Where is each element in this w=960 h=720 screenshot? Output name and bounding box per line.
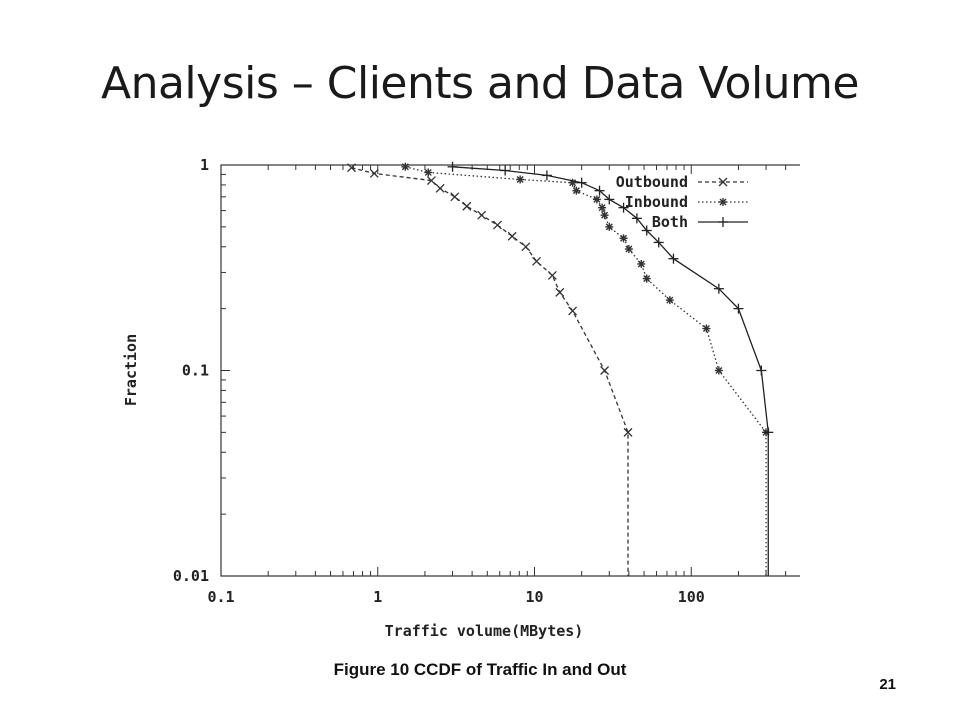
data-point-both	[763, 427, 774, 438]
y-tick-label: 0.01	[173, 567, 209, 585]
data-point-outbound	[600, 366, 610, 375]
legend-marker-outbound	[718, 177, 728, 187]
data-point-outbound	[369, 168, 379, 178]
data-point-both	[594, 185, 605, 196]
data-point-inbound	[642, 274, 651, 283]
data-point-inbound	[516, 175, 525, 184]
data-point-inbound	[624, 245, 633, 254]
x-tick-label: 0.1	[207, 588, 234, 606]
data-point-outbound	[547, 271, 557, 280]
data-point-inbound	[714, 366, 723, 375]
data-point-outbound	[477, 210, 487, 220]
data-point-outbound	[532, 256, 541, 266]
series-line-both	[452, 166, 769, 576]
data-point-both	[618, 202, 629, 213]
series-line-inbound	[405, 166, 767, 576]
tick-labels: 0.111010010000.010.11	[173, 156, 705, 606]
data-point-inbound	[605, 222, 614, 231]
data-point-outbound	[555, 287, 565, 297]
legend-marker-inbound	[719, 198, 727, 206]
data-point-outbound	[426, 176, 436, 186]
legend-label-both: Both	[652, 213, 688, 231]
data-point-both	[641, 225, 652, 236]
data-point-inbound	[572, 186, 581, 195]
slide-title: Analysis – Clients and Data Volume	[100, 58, 860, 109]
data-point-outbound	[623, 427, 633, 437]
y-tick-label: 0.1	[182, 362, 209, 380]
x-tick-label: 10	[525, 588, 543, 606]
data-point-both	[541, 170, 552, 181]
data-point-inbound	[592, 195, 601, 204]
data-point-outbound	[435, 183, 445, 193]
legend-label-inbound: Inbound	[625, 193, 688, 211]
data-point-both	[500, 165, 511, 176]
data-point-both	[447, 161, 458, 172]
legend: Outbound Inbound Both	[616, 173, 748, 231]
series-layer	[347, 161, 774, 576]
data-point-both	[668, 253, 679, 264]
data-point-inbound	[665, 296, 674, 305]
data-point-outbound	[507, 231, 517, 241]
data-point-both	[713, 283, 724, 294]
series-line-outbound	[351, 167, 629, 576]
data-point-outbound	[462, 201, 472, 211]
x-tick-label: 1	[373, 588, 382, 606]
data-point-both	[733, 303, 744, 314]
data-point-inbound	[702, 324, 711, 333]
data-point-outbound	[568, 306, 578, 316]
data-point-inbound	[424, 168, 433, 177]
y-tick-label: 1	[200, 156, 209, 174]
data-point-outbound	[521, 242, 531, 252]
y-axis-title: Fraction	[122, 334, 140, 406]
plot-frame	[220, 164, 800, 577]
data-point-both	[653, 237, 664, 248]
data-point-inbound	[401, 162, 410, 171]
data-point-outbound	[450, 192, 460, 202]
data-point-both	[631, 213, 642, 224]
data-point-inbound	[598, 203, 607, 212]
x-tick-label: 100	[678, 588, 705, 606]
data-point-both	[604, 194, 615, 205]
legend-marker-both	[718, 217, 728, 227]
ccdf-chart: 0.111010010000.010.11 Traffic volume(MBy…	[122, 156, 800, 640]
legend-label-outbound: Outbound	[616, 173, 688, 191]
data-point-outbound	[492, 220, 502, 230]
data-point-inbound	[619, 234, 628, 243]
x-axis-title: Traffic volume(MBytes)	[385, 622, 584, 640]
data-point-both	[576, 177, 587, 188]
data-point-inbound	[637, 259, 646, 268]
data-point-outbound	[347, 163, 356, 173]
data-point-both	[756, 365, 767, 376]
data-point-inbound	[600, 211, 609, 220]
axis-ticks	[220, 165, 787, 577]
page-number: 21	[879, 676, 896, 693]
figure-caption: Figure 10 CCDF of Traffic In and Out	[333, 660, 627, 679]
